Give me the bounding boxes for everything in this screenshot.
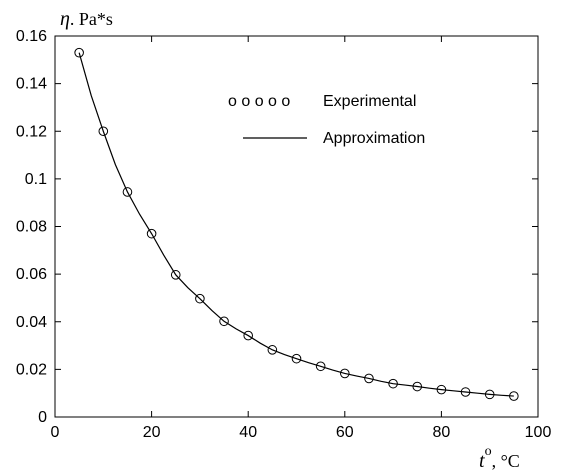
x-axis-unit: , °C	[492, 451, 520, 471]
y-axis: 0 0.02 0.04 0.06 0.08 0.1 0.12 0.14 0.16	[16, 28, 538, 426]
x-axis-symbol: t	[479, 450, 485, 472]
legend-label-approximation: Approximation	[323, 130, 425, 147]
x-axis-degree-mark: o	[485, 444, 492, 459]
experimental-series	[74, 47, 519, 401]
y-tick-label: 0.06	[16, 266, 47, 283]
experimental-point	[291, 353, 302, 364]
x-axis: 0 20 40 60 80 100	[51, 36, 552, 441]
experimental-point	[267, 345, 278, 355]
experimental-point	[364, 373, 374, 384]
experimental-point	[122, 187, 133, 197]
y-tick-label: 0.12	[16, 123, 47, 140]
plot-area	[54, 35, 539, 418]
y-tick-label: 0.14	[16, 76, 47, 93]
experimental-point	[146, 228, 157, 239]
legend-marker-experimental: o o o o o	[228, 93, 290, 110]
y-tick-label: 0.04	[16, 314, 47, 331]
legend-label-experimental: Experimental	[323, 93, 416, 110]
x-tick-label: 100	[525, 424, 552, 441]
experimental-point	[412, 381, 423, 392]
x-tick-label: 80	[433, 424, 451, 441]
y-tick-label: 0.1	[25, 171, 47, 188]
y-axis-label: η. Pa*s	[60, 8, 113, 30]
y-tick-label: 0.08	[16, 219, 47, 236]
y-axis-unit: . Pa*s	[70, 9, 113, 29]
experimental-point	[315, 361, 326, 372]
x-tick-label: 20	[143, 424, 161, 441]
experimental-point	[460, 387, 471, 397]
y-tick-label: 0.02	[16, 361, 47, 378]
experimental-point	[98, 126, 109, 137]
approximation-series	[78, 52, 514, 397]
experimental-point	[195, 293, 205, 304]
x-tick-label: 40	[239, 424, 257, 441]
experimental-point	[388, 378, 398, 389]
x-tick-label: 60	[336, 424, 354, 441]
y-axis-symbol: η	[60, 8, 70, 30]
legend: o o o o o Experimental Approximation	[228, 93, 425, 147]
x-axis-label: to, °C	[479, 444, 520, 472]
y-tick-label: 0	[38, 409, 47, 426]
experimental-point	[340, 368, 350, 379]
experimental-point	[74, 47, 84, 58]
y-tick-label: 0.16	[16, 28, 47, 45]
approximation-line	[78, 52, 514, 397]
experimental-point	[219, 316, 229, 327]
experimental-point	[243, 330, 253, 341]
experimental-point	[170, 270, 181, 280]
experimental-point	[436, 384, 447, 395]
experimental-point	[484, 389, 495, 400]
x-tick-label: 0	[51, 424, 60, 441]
experimental-point	[509, 391, 519, 401]
